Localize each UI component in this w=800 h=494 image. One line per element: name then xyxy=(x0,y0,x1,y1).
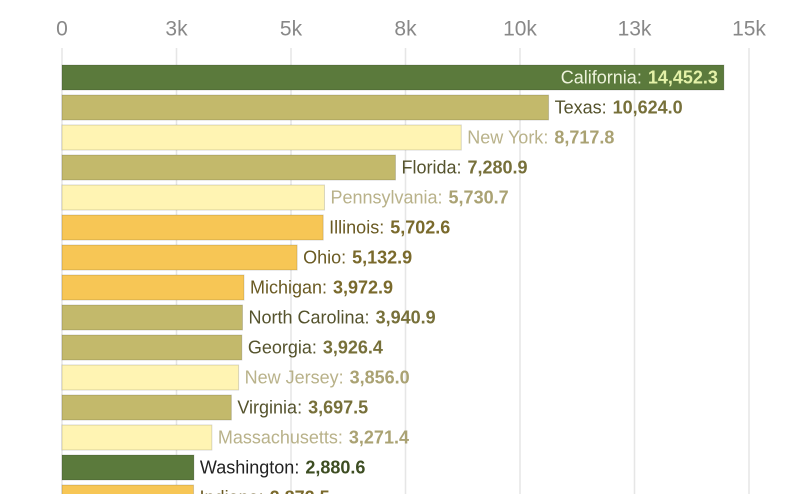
category-name: Indiana xyxy=(200,487,260,494)
bar-label: Indiana:2,872.5 xyxy=(200,487,330,494)
bar-label: Massachusetts: 3,271.4 xyxy=(218,427,409,447)
x-tick-label: 8k xyxy=(394,18,417,41)
value-label: 5,132.9 xyxy=(352,247,412,267)
category-name: New Jersey xyxy=(245,367,339,387)
value-label: 7,280.9 xyxy=(468,157,528,177)
bar-label: Michigan: 3,972.9 xyxy=(250,277,393,297)
value-label: 3,940.9 xyxy=(376,307,436,327)
separator: : xyxy=(365,307,370,327)
separator: : xyxy=(339,367,344,387)
bar-label: Texas: 10,624.0 xyxy=(555,97,683,117)
bar xyxy=(61,244,298,271)
category-name: Michigan xyxy=(250,277,322,297)
category-name: Massachusetts xyxy=(218,427,338,447)
category-name: Texas xyxy=(555,97,602,117)
bar-label: North Carolina: 3,940.9 xyxy=(248,307,435,327)
x-tick-label: 0 xyxy=(56,18,68,41)
bar xyxy=(61,304,243,331)
value-label: 5,730.7 xyxy=(449,187,509,207)
bar-label: Illinois: 5,702.6 xyxy=(329,217,450,237)
value-label: 3,856.0 xyxy=(350,367,410,387)
category-name: Ohio xyxy=(303,247,341,267)
value-label: 3,271.4 xyxy=(349,427,409,447)
bar xyxy=(61,214,324,241)
category-name: Washington xyxy=(200,457,294,477)
category-name: Virginia xyxy=(237,397,298,417)
bar-label: California: 14,452.3 xyxy=(561,67,718,87)
x-tick-label: 5k xyxy=(280,18,303,41)
bar xyxy=(61,154,396,181)
value-label: 2,872.5 xyxy=(270,487,330,494)
bar xyxy=(61,184,325,211)
value-label: 2,880.6 xyxy=(305,457,365,477)
separator: : xyxy=(602,97,607,117)
bar-label: New Jersey: 3,856.0 xyxy=(245,367,410,387)
separator: : xyxy=(341,247,346,267)
bar xyxy=(61,364,240,391)
value-label: 3,972.9 xyxy=(333,277,393,297)
separator: : xyxy=(543,127,548,147)
category-name: North Carolina xyxy=(248,307,365,327)
x-tick-label: 10k xyxy=(503,18,537,41)
separator: : xyxy=(259,487,264,494)
bar xyxy=(61,424,213,451)
bar xyxy=(61,484,195,494)
bar xyxy=(61,94,550,121)
bar-label: Ohio: 5,132.9 xyxy=(303,247,412,267)
category-name: New York xyxy=(467,127,544,147)
value-label: 8,717.8 xyxy=(554,127,614,147)
bar xyxy=(61,274,245,301)
separator: : xyxy=(637,67,642,87)
category-name: Florida xyxy=(401,157,457,177)
bar-label: Washington: 2,880.6 xyxy=(200,457,365,477)
value-label: 3,926.4 xyxy=(323,337,383,357)
value-label: 10,624.0 xyxy=(613,97,683,117)
separator: : xyxy=(294,457,299,477)
separator: : xyxy=(379,217,384,237)
bar-label: Virginia: 3,697.5 xyxy=(237,397,368,417)
category-name: Georgia xyxy=(248,337,313,357)
separator: : xyxy=(456,157,461,177)
x-tick-label: 15k xyxy=(732,18,766,41)
bar-label: Georgia: 3,926.4 xyxy=(248,337,383,357)
value-label: 5,702.6 xyxy=(390,217,450,237)
bar-label: Florida: 7,280.9 xyxy=(401,157,527,177)
bar xyxy=(61,394,232,421)
separator: : xyxy=(297,397,302,417)
x-tick-label: 3k xyxy=(165,18,188,41)
value-label: 14,452.3 xyxy=(648,67,718,87)
separator: : xyxy=(338,427,343,447)
separator: : xyxy=(312,337,317,357)
category-name: Pennsylvania xyxy=(330,187,438,207)
separator: : xyxy=(438,187,443,207)
value-label: 3,697.5 xyxy=(308,397,368,417)
bar xyxy=(61,64,725,91)
bar xyxy=(61,334,243,361)
category-name: California xyxy=(561,67,638,87)
bar xyxy=(61,454,195,481)
separator: : xyxy=(322,277,327,297)
bar xyxy=(61,124,462,151)
category-name: Illinois xyxy=(329,217,379,237)
bar-label: Pennsylvania: 5,730.7 xyxy=(330,187,508,207)
bar-label: New York: 8,717.8 xyxy=(467,127,614,147)
x-tick-label: 13k xyxy=(618,18,652,41)
